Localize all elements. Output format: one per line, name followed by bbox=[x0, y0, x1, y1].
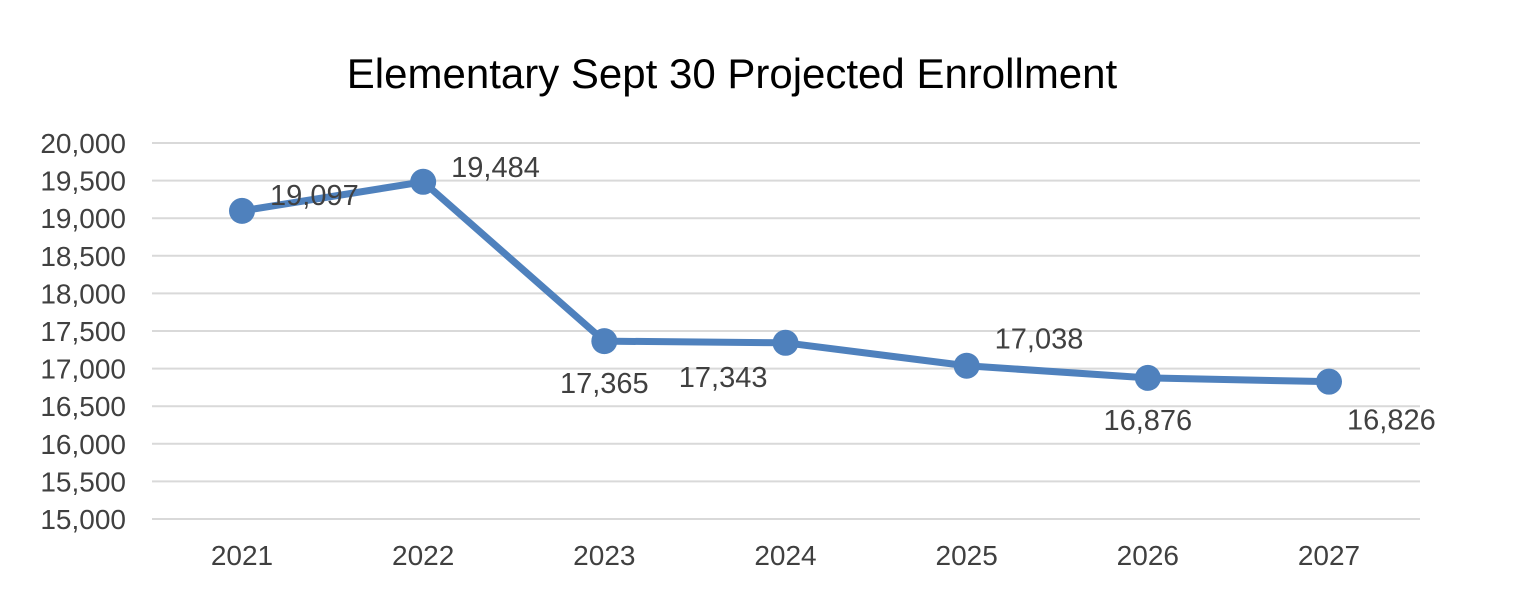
data-point bbox=[953, 352, 980, 379]
y-tick-label: 19,000 bbox=[40, 203, 126, 234]
y-tick-label: 17,000 bbox=[40, 354, 126, 385]
data-point bbox=[591, 328, 618, 355]
y-tick-label: 16,500 bbox=[40, 391, 126, 422]
data-label: 19,484 bbox=[451, 152, 540, 184]
data-label: 16,876 bbox=[1103, 405, 1192, 437]
y-tick-label: 17,500 bbox=[40, 316, 126, 347]
y-tick-label: 18,500 bbox=[40, 241, 126, 272]
data-point bbox=[1316, 368, 1342, 395]
y-tick-label: 15,000 bbox=[40, 504, 126, 535]
y-tick-label: 18,000 bbox=[40, 278, 126, 309]
y-tick-label: 15,500 bbox=[40, 466, 126, 497]
data-label: 17,038 bbox=[995, 324, 1084, 356]
data-label: 17,343 bbox=[679, 362, 768, 394]
x-tick-label: 2022 bbox=[392, 540, 454, 571]
series-enrollment bbox=[229, 168, 1342, 395]
data-label: 17,365 bbox=[560, 368, 649, 400]
data-point bbox=[772, 329, 799, 356]
data-label: 19,097 bbox=[270, 180, 359, 212]
chart-title: Elementary Sept 30 Projected Enrollment bbox=[347, 50, 1118, 97]
data-point bbox=[229, 197, 255, 224]
y-tick-label: 16,000 bbox=[40, 429, 126, 460]
x-tick-label: 2021 bbox=[211, 540, 273, 571]
x-tick-label: 2024 bbox=[754, 540, 816, 571]
x-tick-label: 2025 bbox=[936, 540, 998, 571]
data-label: 16,826 bbox=[1347, 405, 1436, 437]
x-axis-labels: 2021 2022 2023 2024 2025 2026 2027 bbox=[211, 540, 1360, 571]
y-tick-label: 20,000 bbox=[40, 128, 126, 159]
x-tick-label: 2023 bbox=[573, 540, 635, 571]
data-labels: 19,097 19,484 17,365 17,343 17,038 16,876 16,8… bbox=[270, 152, 1436, 437]
data-point bbox=[1134, 364, 1161, 391]
y-axis-labels: 15,000 15,500 16,000 16,500 17,000 17,500 18,0… bbox=[40, 128, 126, 535]
x-tick-label: 2027 bbox=[1298, 540, 1360, 571]
x-tick-label: 2026 bbox=[1117, 540, 1179, 571]
data-point bbox=[410, 168, 437, 195]
y-tick-label: 19,500 bbox=[40, 166, 126, 197]
